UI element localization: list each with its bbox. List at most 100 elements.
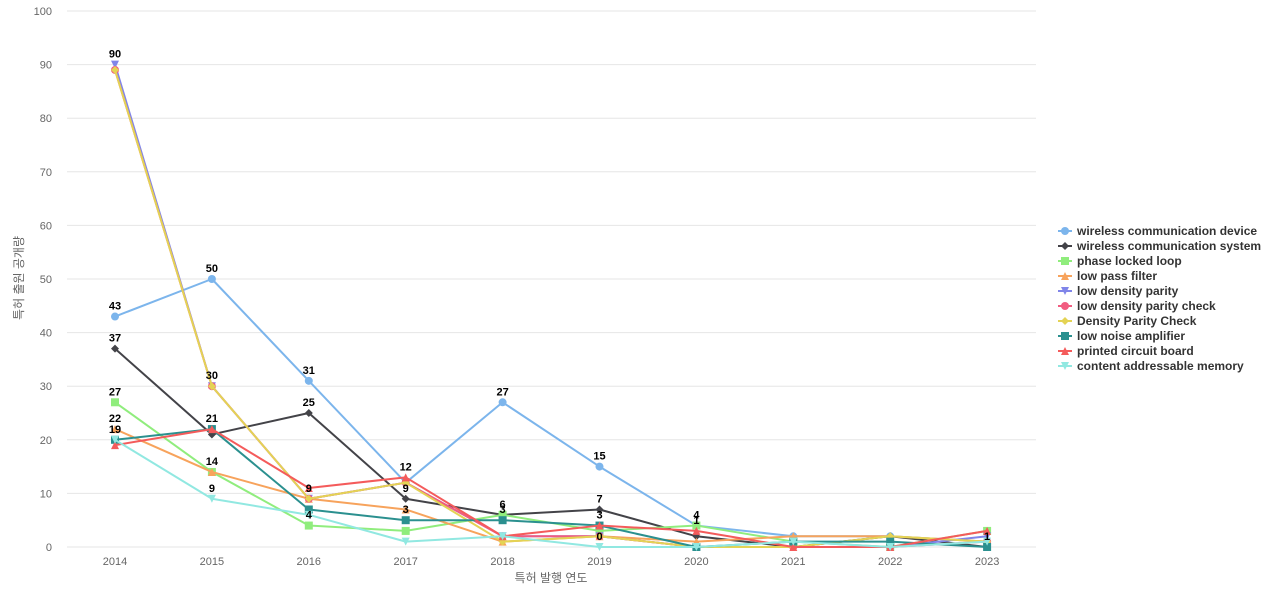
y-tick-label: 40 [40,328,52,340]
x-tick-label: 2014 [103,556,127,568]
data-point[interactable] [498,510,507,519]
series-line [114,69,988,548]
data-point[interactable] [111,441,119,450]
legend-label: low density parity check [1077,299,1216,313]
data-label: 3 [500,504,506,516]
data-point[interactable] [595,532,604,541]
data-label: 9 [209,483,215,495]
x-tick-label: 2015 [200,556,224,568]
legend-item[interactable]: Density Parity Check [1058,314,1197,328]
data-point[interactable] [498,516,507,525]
data-point[interactable] [595,543,604,551]
data-point[interactable] [207,382,216,391]
data-point[interactable] [111,60,119,69]
data-point[interactable] [207,467,216,476]
x-tick-label: 2016 [297,556,321,568]
data-point[interactable] [692,526,701,535]
data-point[interactable] [304,521,313,530]
x-tick-label: 2020 [684,556,708,568]
data-label: 6 [500,499,506,511]
data-point[interactable] [886,543,895,551]
data-label: 4 [306,510,313,522]
data-point[interactable] [111,65,119,74]
legend-item[interactable]: content addressable memory [1058,359,1244,373]
data-point[interactable] [111,425,119,434]
data-point[interactable] [983,526,992,535]
series-3 [111,425,992,546]
legend-item[interactable]: low density parity [1058,284,1179,298]
legend-item[interactable]: phase locked loop [1058,254,1182,268]
legend-marker [1061,242,1069,250]
data-point[interactable] [207,494,216,503]
data-point[interactable] [401,473,410,482]
y-tick-label: 100 [34,6,52,18]
data-label: 15 [593,451,605,463]
data-point[interactable] [401,494,410,503]
data-point[interactable] [595,526,604,535]
legend-item[interactable]: wireless communication system [1058,239,1261,253]
data-point[interactable] [401,516,410,525]
legend-label: printed circuit board [1077,344,1194,358]
data-label: 4 [693,510,700,522]
data-point[interactable] [692,521,701,530]
data-point[interactable] [304,376,313,385]
data-point[interactable] [886,537,895,546]
legend-label: phase locked loop [1077,254,1182,268]
legend-item[interactable]: printed circuit board [1058,344,1194,358]
data-point[interactable] [692,543,701,551]
data-point[interactable] [304,505,313,514]
x-tick-label: 2019 [587,556,611,568]
data-point[interactable] [789,537,798,546]
legend-marker [1061,302,1069,310]
data-point[interactable] [111,312,119,321]
data-point[interactable] [304,409,313,417]
legend-marker [1061,257,1069,265]
data-point[interactable] [304,494,313,503]
data-point[interactable] [401,537,410,546]
y-tick-label: 60 [40,220,52,232]
data-point[interactable] [111,435,119,444]
data-point[interactable] [304,510,313,519]
y-tick-label: 90 [40,60,52,72]
legend-item[interactable]: low pass filter [1058,269,1157,283]
series-line [114,347,988,548]
x-axis-title: 특허 발행 연도 [515,570,588,585]
y-tick-label: 50 [40,274,52,286]
series-line [114,401,988,548]
data-point[interactable] [111,398,119,407]
data-point[interactable] [207,275,216,283]
legend-item[interactable]: wireless communication device [1058,224,1257,238]
data-point[interactable] [498,398,507,407]
x-tick-label: 2017 [393,556,417,568]
series-line [114,69,988,548]
data-label: 27 [496,386,508,398]
data-label: 9 [403,483,409,495]
data-point[interactable] [401,526,410,535]
data-point[interactable] [498,532,507,541]
data-point[interactable] [595,505,604,514]
data-point[interactable] [111,344,119,353]
series-0 [111,275,992,546]
data-point[interactable] [983,537,992,546]
series-line [114,428,988,548]
series-9 [111,435,992,551]
data-point[interactable] [401,505,410,514]
legend-item[interactable]: low noise amplifier [1058,329,1185,343]
data-label: 1 [693,515,699,527]
data-label: 21 [206,413,218,425]
data-point[interactable] [983,543,992,551]
data-point[interactable] [789,543,798,551]
series-line [114,64,988,548]
series-6 [111,65,992,551]
data-label: 12 [400,461,412,473]
data-point[interactable] [207,425,216,434]
data-point[interactable] [304,484,313,493]
x-tick-label: 2022 [878,556,902,568]
legend-item[interactable]: low density parity check [1058,299,1216,313]
data-label: 27 [109,386,121,398]
data-label: 19 [109,424,121,436]
data-point[interactable] [595,521,604,530]
legend-marker [1061,347,1069,355]
data-point[interactable] [595,462,604,471]
